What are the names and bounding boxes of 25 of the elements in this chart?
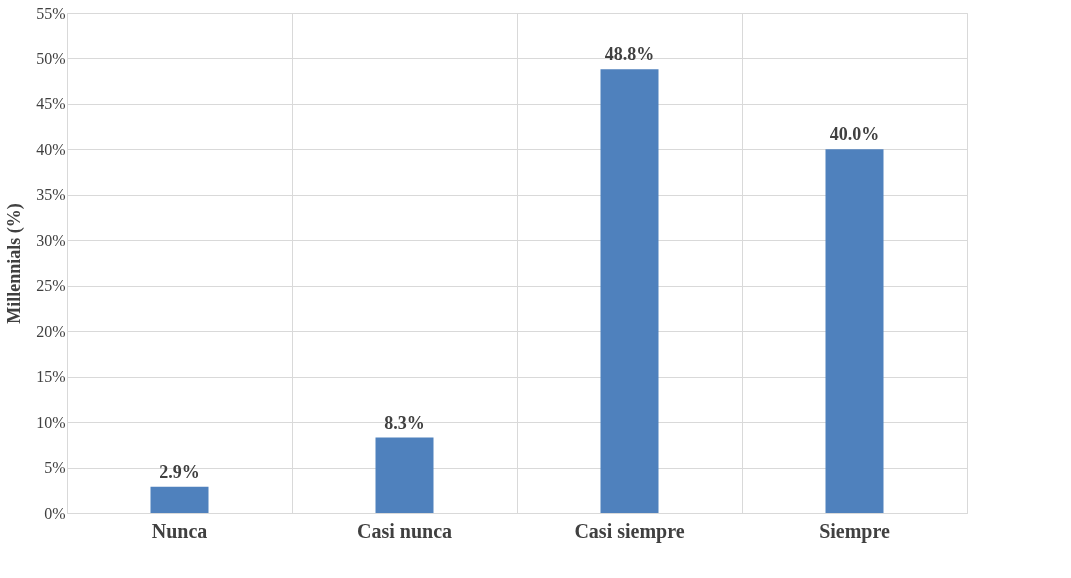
y-tick-label: 30%: [36, 231, 66, 249]
y-tick-label: 45%: [36, 95, 66, 113]
bar: [600, 69, 659, 513]
y-tick-label: 25%: [36, 277, 66, 295]
data-label: 48.8%: [604, 44, 655, 65]
y-tick-label: 50%: [36, 49, 66, 67]
bar: [825, 149, 884, 513]
data-label: 40.0%: [829, 124, 880, 145]
y-tick-label: 35%: [36, 186, 66, 204]
y-tick-label: 5%: [44, 459, 66, 477]
data-label: 8.3%: [384, 412, 425, 433]
y-tick-label: 40%: [36, 140, 66, 158]
y-tick-label: 55%: [36, 4, 66, 22]
x-tick-label: Nunca: [151, 519, 208, 542]
x-tick-label: Casi siempre: [574, 519, 685, 543]
y-tick-label: 10%: [36, 413, 66, 431]
bar: [150, 486, 209, 513]
x-tick-label: Casi nunca: [356, 519, 453, 542]
x-tick-label: Siempre: [819, 519, 890, 543]
y-axis-title: Millennials (%): [4, 203, 26, 324]
bar: [375, 437, 434, 513]
data-label: 2.9%: [159, 461, 200, 482]
y-tick-label: 15%: [36, 368, 66, 386]
y-tick-label: 0%: [44, 504, 66, 522]
y-tick-label: 20%: [36, 322, 66, 340]
